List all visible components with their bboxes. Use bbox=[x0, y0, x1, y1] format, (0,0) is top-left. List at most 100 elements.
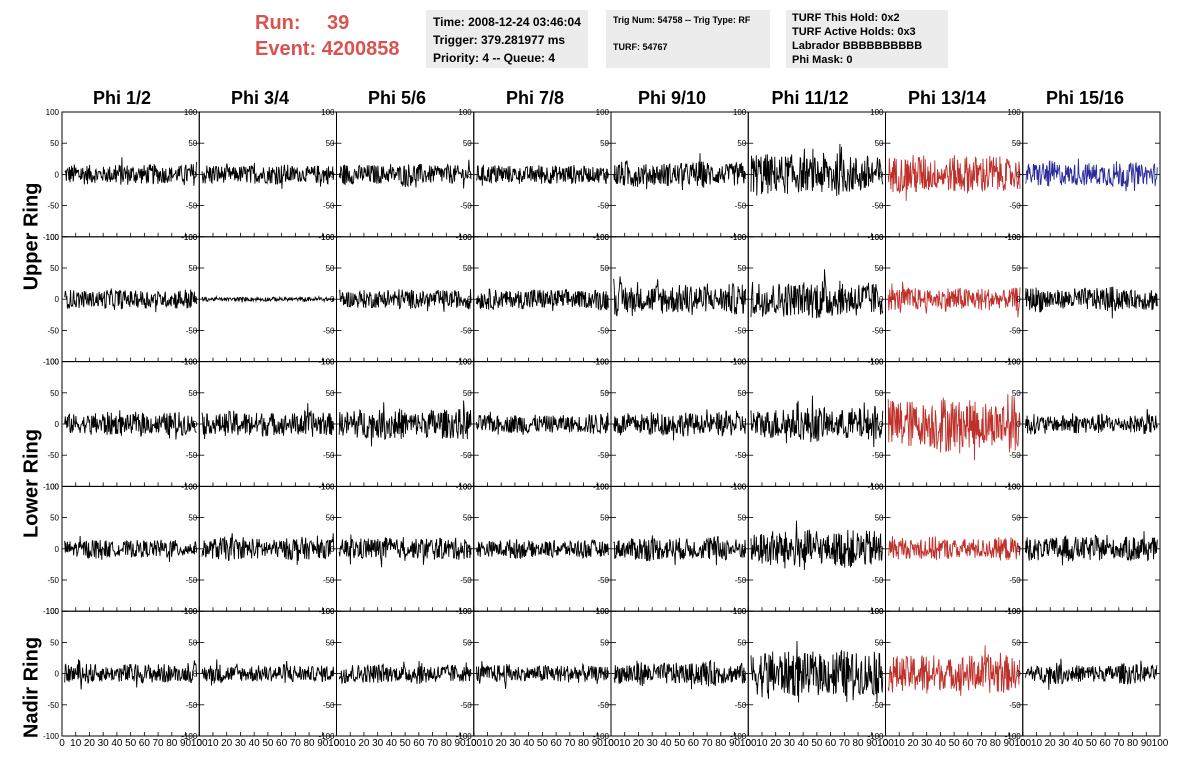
y-tick-label: 50 bbox=[463, 264, 472, 273]
y-tick-label: 100 bbox=[46, 233, 60, 242]
y-tick-label: 100 bbox=[596, 108, 610, 117]
y-tick-label: 100 bbox=[184, 108, 198, 117]
waveform-panel-r2-c4: 100 50 0 -50 -100 bbox=[456, 233, 612, 367]
y-tick-label: 100 bbox=[458, 358, 472, 367]
waveform-panel-r5-c2: 100 50 0 -50 -100 bbox=[181, 607, 337, 741]
x-tick-label: 70 bbox=[290, 738, 302, 749]
x-tick-label: 70 bbox=[1113, 738, 1125, 749]
waveform-panel-r5-c6: 100 50 0 -50 -100 bbox=[730, 607, 886, 741]
x-tick-label: 60 bbox=[825, 738, 837, 749]
waveform-trace bbox=[64, 410, 197, 440]
x-tick-label: 40 bbox=[798, 738, 810, 749]
y-tick-label: 100 bbox=[870, 233, 884, 242]
waveform-panel-r1-c1: 100 50 0 -50 -100 bbox=[43, 108, 200, 242]
x-tick-label: 40 bbox=[1072, 738, 1084, 749]
x-tick-label: 20 bbox=[221, 738, 233, 749]
waveform-trace bbox=[476, 539, 609, 560]
waveform-trace bbox=[613, 535, 746, 566]
x-tick-label: 0 bbox=[745, 738, 751, 749]
y-tick-label: -100 bbox=[1005, 358, 1022, 367]
y-tick-label: 0 bbox=[879, 295, 884, 304]
waveform-trace bbox=[201, 162, 335, 189]
waveform-panel-r4-c5: 100 50 0 -50 -100 bbox=[593, 482, 749, 616]
waveform-trace bbox=[887, 281, 1021, 318]
x-tick-label: 100 bbox=[1152, 738, 1169, 749]
x-tick-label: 0 bbox=[883, 738, 889, 749]
waveform-trace bbox=[1025, 531, 1158, 566]
waveform-panel-r3-c6: 100 50 0 -50 -100 bbox=[730, 358, 886, 491]
x-tick-label: 90 bbox=[317, 738, 329, 749]
y-tick-label: -100 bbox=[1005, 482, 1022, 491]
y-tick-label: 0 bbox=[605, 670, 610, 679]
waveform-panel-r4-c8: 100 50 0 -50 -100 bbox=[1005, 482, 1161, 616]
y-tick-label: 100 bbox=[458, 482, 472, 491]
y-tick-label: 100 bbox=[458, 607, 472, 616]
y-tick-label: -50 bbox=[1009, 701, 1021, 710]
x-tick-label: 40 bbox=[111, 738, 123, 749]
y-tick-label: -100 bbox=[43, 607, 60, 616]
trig-num-text: Trig Num: 54758 -- Trig Type: RF bbox=[613, 15, 751, 25]
x-tick-label: 80 bbox=[578, 738, 590, 749]
x-tick-label: 100 bbox=[191, 738, 208, 749]
y-tick-label: -100 bbox=[593, 732, 610, 741]
y-tick-label: -50 bbox=[460, 202, 472, 211]
y-tick-label: 50 bbox=[1012, 389, 1021, 398]
trig-info-pane: Trig Num: 54758 -- Trig Type: RF TURF: 5… bbox=[606, 10, 770, 68]
y-tick-label: -50 bbox=[1009, 202, 1021, 211]
y-tick-label: -50 bbox=[186, 701, 198, 710]
y-tick-label: 100 bbox=[184, 607, 198, 616]
x-tick-label: 30 bbox=[647, 738, 659, 749]
waveform-trace bbox=[887, 645, 1021, 696]
y-tick-label: 0 bbox=[1016, 670, 1021, 679]
y-tick-label: 50 bbox=[188, 264, 197, 273]
x-tick-label: 10 bbox=[70, 738, 82, 749]
y-tick-label: -100 bbox=[43, 358, 60, 367]
y-tick-label: -50 bbox=[872, 202, 884, 211]
y-tick-label: 100 bbox=[46, 358, 60, 367]
y-tick-label: -50 bbox=[735, 202, 747, 211]
y-tick-label: 100 bbox=[1007, 108, 1021, 117]
phi-header-7: Phi 13/14 bbox=[907, 88, 987, 108]
x-tick-label: 10 bbox=[1031, 738, 1043, 749]
x-tick-label: 20 bbox=[1045, 738, 1057, 749]
y-tick-label: 100 bbox=[596, 607, 610, 616]
y-tick-label: -100 bbox=[181, 358, 198, 367]
x-tick-label: 100 bbox=[603, 738, 620, 749]
x-tick-label: 60 bbox=[1100, 738, 1112, 749]
y-tick-label: 100 bbox=[321, 607, 335, 616]
y-tick-label: 50 bbox=[737, 638, 746, 647]
y-tick-label: -100 bbox=[456, 358, 473, 367]
y-tick-label: -50 bbox=[460, 326, 472, 335]
x-tick-label: 40 bbox=[660, 738, 672, 749]
x-tick-label: 50 bbox=[125, 738, 137, 749]
waveform-trace bbox=[613, 409, 746, 441]
y-tick-label: 100 bbox=[1007, 607, 1021, 616]
x-tick-label: 90 bbox=[866, 738, 878, 749]
x-tick-label: 100 bbox=[328, 738, 345, 749]
y-tick-label: 50 bbox=[1012, 638, 1021, 647]
waveform-trace bbox=[476, 661, 609, 689]
y-tick-label: 100 bbox=[46, 482, 60, 491]
y-tick-label: -100 bbox=[593, 358, 610, 367]
x-tick-label: 60 bbox=[551, 738, 563, 749]
waveform-trace bbox=[750, 395, 884, 448]
waveform-trace bbox=[1025, 409, 1158, 435]
y-tick-label: 100 bbox=[596, 482, 610, 491]
y-tick-label: 50 bbox=[50, 389, 59, 398]
y-tick-label: 100 bbox=[870, 358, 884, 367]
x-tick-label: 30 bbox=[784, 738, 796, 749]
y-tick-label: 0 bbox=[55, 545, 60, 554]
y-tick-label: 0 bbox=[1016, 420, 1021, 429]
phi-header-3: Phi 5/6 bbox=[367, 88, 427, 108]
x-tick-label: 80 bbox=[852, 738, 864, 749]
x-tick-label: 70 bbox=[427, 738, 439, 749]
y-tick-label: -50 bbox=[735, 701, 747, 710]
y-tick-label: 0 bbox=[879, 670, 884, 679]
waveform-trace bbox=[1025, 658, 1158, 690]
y-tick-label: 100 bbox=[733, 233, 747, 242]
waveform-trace bbox=[201, 294, 335, 303]
y-tick-label: -50 bbox=[1009, 576, 1021, 585]
y-tick-label: 100 bbox=[321, 482, 335, 491]
y-tick-label: -100 bbox=[318, 732, 335, 741]
